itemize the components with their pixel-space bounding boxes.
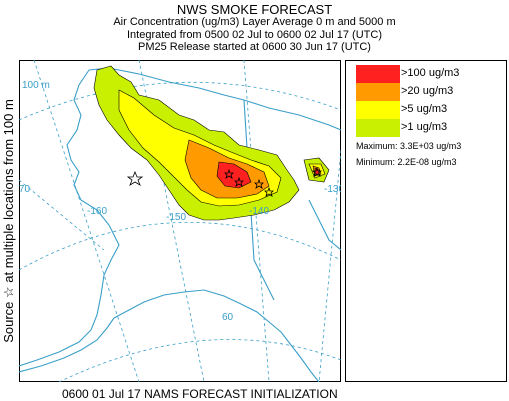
hudson-shore (308, 199, 341, 251)
star-icon (234, 176, 244, 187)
meridian-130 (318, 149, 341, 382)
lon-label-170: -170 (19, 184, 30, 195)
aleutian-chain (19, 317, 115, 373)
meridian-170 (19, 179, 105, 251)
source-label: Source ☆ at multiple locations from 100 … (0, 60, 18, 382)
smoke-map: 100 m -170 -160 -150 -140 -130 60 (19, 60, 341, 382)
canada-coast (243, 99, 341, 131)
forecast-initialization: 0600 01 Jul 17 NAMS FORECAST INITIALIZAT… (62, 387, 338, 401)
legend-label: >20 ug/m3 (401, 85, 454, 97)
integration-period: Integrated from 0500 02 Jul to 0600 02 J… (127, 29, 382, 41)
release-start: PM25 Release started at 0600 30 Jun 17 (… (138, 41, 371, 53)
legend-label: >5 ug/m3 (401, 103, 448, 115)
lon-label-130: -130 (324, 184, 341, 195)
concentration-description: Air Concentration (ug/m3) Layer Average … (113, 16, 396, 28)
source-markers (126, 166, 322, 197)
lon-label-140: -140 (249, 206, 269, 217)
meridian-160 (33, 60, 140, 382)
legend-swatch (356, 65, 400, 83)
legend-label: >1 ug/m3 (401, 121, 448, 133)
forecast-title: NWS SMOKE FORECAST (176, 2, 333, 17)
legend-label: >100 ug/m3 (401, 67, 460, 79)
star-icon (224, 168, 234, 179)
star-icon (254, 178, 264, 189)
star-icon (312, 166, 322, 177)
lon-label-160: -160 (87, 206, 107, 217)
legend-panel: >100 ug/m3 >20 ug/m3 >5 ug/m3 >1 ug/m3 M… (345, 60, 507, 382)
alaska-south-coast (113, 289, 320, 382)
star-icon (126, 170, 144, 186)
graticule (19, 60, 341, 382)
smoke-plume (93, 65, 330, 221)
map-frame (19, 60, 341, 382)
source-label-text: Source ☆ at multiple locations from 100 … (1, 99, 16, 343)
meridian-140 (243, 60, 270, 382)
legend-swatch (356, 83, 400, 101)
legend-swatch (356, 101, 400, 119)
parallel-70 (19, 81, 341, 121)
legend-swatch (356, 119, 400, 137)
star-icon (264, 186, 274, 197)
parallel-50 (58, 339, 341, 382)
parallel-60 (19, 221, 341, 271)
alaska-west-coast (19, 69, 120, 367)
lon-label-150: -150 (166, 212, 186, 223)
height-label: 100 m (22, 80, 50, 91)
maximum-value: Maximum: 3.3E+03 ug/m3 (356, 141, 462, 151)
lat-label-60: 60 (222, 312, 234, 323)
minimum-value: Minimum: 2.2E-08 ug/m3 (356, 157, 457, 167)
